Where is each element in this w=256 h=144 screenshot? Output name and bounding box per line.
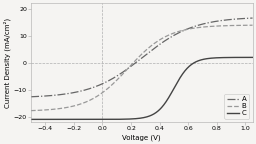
C [87, 119, 90, 120]
X-axis label: Voltage (V): Voltage (V) [122, 134, 161, 141]
A [177, 32, 180, 34]
Line: C: C [31, 57, 252, 119]
C [29, 119, 33, 120]
A [130, 65, 133, 67]
C [69, 119, 72, 120]
C [251, 57, 254, 58]
B [160, 38, 163, 40]
A [29, 96, 33, 98]
B [87, 100, 90, 102]
C [196, 60, 199, 62]
C [130, 118, 133, 120]
B [196, 27, 199, 29]
A [69, 92, 72, 94]
A [160, 42, 163, 44]
Legend: A, B, C: A, B, C [224, 94, 249, 119]
A [87, 88, 90, 90]
C [177, 79, 180, 80]
B [177, 31, 180, 32]
A [251, 17, 254, 19]
A [196, 24, 199, 26]
B [130, 64, 133, 66]
B [29, 110, 33, 111]
B [69, 106, 72, 108]
Line: B: B [31, 25, 252, 111]
C [160, 107, 163, 108]
Line: A: A [31, 18, 252, 97]
Y-axis label: Current Density (mA/cm²): Current Density (mA/cm²) [4, 18, 11, 108]
B [251, 24, 254, 26]
